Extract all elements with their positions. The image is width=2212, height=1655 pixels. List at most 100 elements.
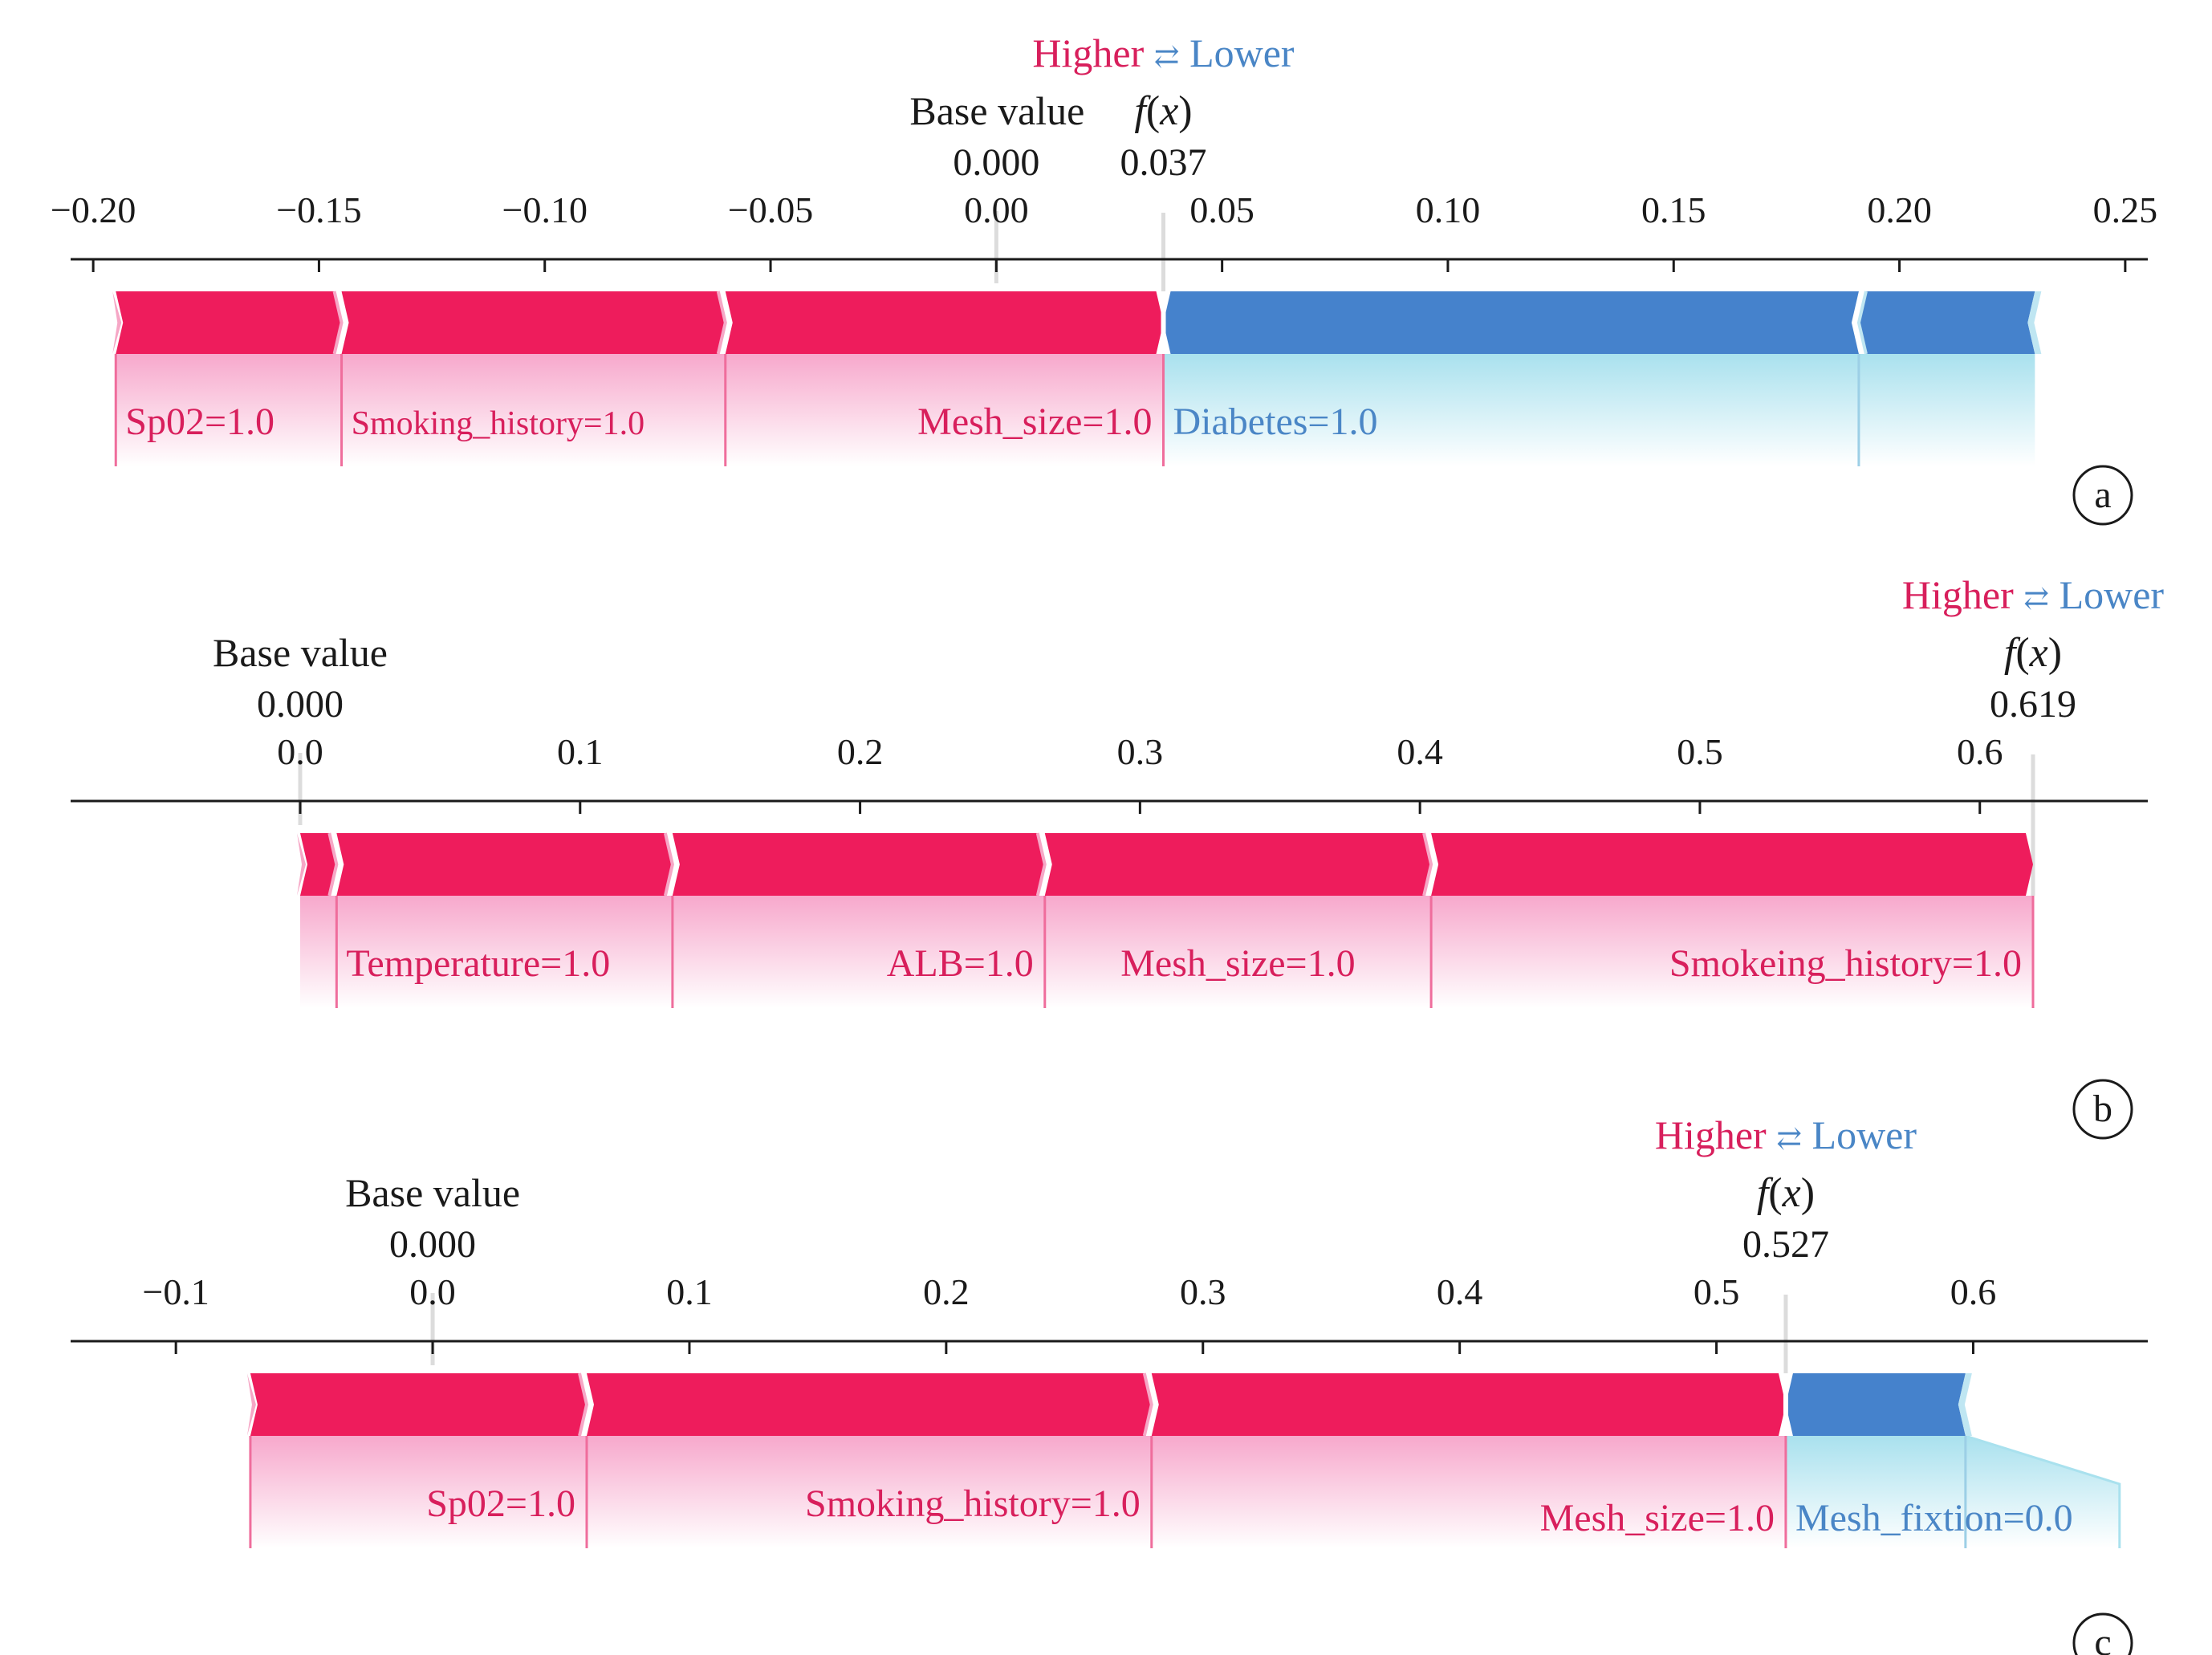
feature-contribution-label: Sp02=1.0	[125, 401, 274, 443]
x-tick-label: 0.25	[2093, 189, 2158, 230]
negative-contribution-bar	[1785, 1373, 1966, 1436]
feature-contribution-label: Mesh_size=1.0	[1120, 942, 1355, 985]
feature-contribution-label: Mesh_size=1.0	[1540, 1497, 1775, 1539]
panel-badge	[2072, 1079, 2133, 1140]
x-tick-label: −0.05	[728, 189, 813, 230]
contribution-fade	[300, 896, 337, 1008]
contribution-fade	[672, 896, 1045, 1008]
x-tick-label: 0.3	[1117, 731, 1164, 772]
fx-value: 0.619	[1990, 683, 2076, 726]
x-tick-label: 0.4	[1437, 1271, 1483, 1312]
bar-end-cap	[2027, 291, 2042, 354]
contribution-fade	[250, 1436, 588, 1548]
fx-label: f(x)	[1134, 88, 1192, 134]
contribution-fade	[1858, 354, 2035, 466]
positive-contribution-bar	[672, 833, 1045, 896]
positive-contribution-bar	[587, 1373, 1152, 1436]
force-plot-panel-c: −0.1 0.0 0.1 0.2 0.3 0.4 0.5 0.6 Sp02=1.0 Smoking…	[71, 1112, 2148, 1655]
panel-letter: c	[2094, 1621, 2111, 1655]
feature-contribution-label: Temperature=1.0	[346, 942, 610, 985]
panel-badge	[2072, 465, 2133, 526]
base-value-number: 0.000	[257, 683, 344, 726]
bar-separator	[663, 832, 674, 897]
bar-end-cap	[246, 1373, 256, 1436]
positive-contribution-bar	[725, 291, 1164, 354]
x-tick-label: −0.20	[51, 189, 136, 230]
x-tick-label: 0.2	[837, 731, 884, 772]
positive-contribution-bar	[1431, 833, 2033, 896]
contribution-fade	[725, 354, 1164, 466]
bar-separator	[332, 291, 344, 355]
x-tick-label: 0.10	[1416, 189, 1481, 230]
contribution-fade	[116, 354, 342, 466]
positive-contribution-bar	[116, 291, 342, 354]
fx-value: 0.527	[1742, 1223, 1829, 1266]
x-tick-label: −0.1	[142, 1271, 209, 1312]
positive-contribution-bar	[336, 833, 673, 896]
base-value-label: Base value	[345, 1170, 520, 1215]
x-tick-label: 0.05	[1189, 189, 1254, 230]
fx-value: 0.037	[1120, 141, 1207, 184]
bar-separator	[578, 1372, 589, 1437]
x-tick-label: 0.6	[1950, 1271, 1997, 1312]
x-tick-label: 0.1	[557, 731, 604, 772]
bar-separator	[1422, 832, 1433, 897]
bar-end-cap	[112, 291, 122, 354]
contribution-fade	[1785, 1436, 1966, 1548]
force-plot-panel-b: 0.0 0.1 0.2 0.3 0.4 0.5 0.6 Temperature=1.0 ALB=…	[71, 572, 2165, 1140]
x-tick-label: 0.15	[1641, 189, 1706, 230]
base-value-label: Base value	[909, 88, 1084, 133]
feature-contribution-label: ALB=1.0	[887, 942, 1034, 985]
fx-label: f(x)	[1757, 1170, 1815, 1216]
x-tick-label: 0.5	[1677, 731, 1723, 772]
feature-contribution-label: Mesh_size=1.0	[917, 401, 1152, 443]
contribution-fade	[1163, 354, 1859, 466]
bar-separator	[1142, 1372, 1153, 1437]
x-tick-label: 0.3	[1180, 1271, 1226, 1312]
bar-separator	[327, 832, 339, 897]
contribution-fade	[336, 896, 673, 1008]
higher-lower-legend: Higher ⇄ Lower	[1655, 1112, 1917, 1157]
x-tick-label: −0.15	[276, 189, 361, 230]
bar-end-cap	[297, 833, 307, 896]
higher-lower-legend: Higher ⇄ Lower	[1902, 572, 2165, 617]
feature-contribution-label: Smoking_history=1.0	[352, 405, 645, 442]
base-value-number: 0.000	[953, 141, 1039, 184]
positive-contribution-bar	[341, 291, 726, 354]
feature-contribution-label: Smokeing_history=1.0	[1669, 942, 2022, 985]
force-plot-panel-a: −0.20 −0.15 −0.10 −0.05 0.00 0.05 0.10 0.15 0.20…	[51, 30, 2158, 526]
bar-end-cap	[1958, 1373, 1972, 1436]
x-tick-label: 0.20	[1867, 189, 1932, 230]
feature-contribution-label: Mesh_fixtion=0.0	[1795, 1497, 2073, 1539]
feature-contribution-label: Smoking_history=1.0	[805, 1482, 1141, 1525]
positive-contribution-bar	[1044, 833, 1432, 896]
panel-badge	[2072, 1612, 2133, 1655]
fx-label: f(x)	[2004, 630, 2062, 676]
negative-contribution-bar	[1163, 291, 1859, 354]
contribution-fade	[1044, 896, 1432, 1008]
base-value-number: 0.000	[389, 1223, 476, 1266]
x-tick-label: 0.4	[1397, 731, 1443, 772]
label-leader-line	[1965, 1434, 2121, 1548]
positive-contribution-bar	[1151, 1373, 1786, 1436]
contribution-fade	[1431, 896, 2033, 1008]
contribution-fade	[587, 1436, 1152, 1548]
higher-lower-legend: Higher ⇄ Lower	[1032, 30, 1295, 75]
contribution-fade-extension	[1965, 1436, 2120, 1548]
x-tick-label: 0.00	[964, 189, 1029, 230]
x-tick-label: 0.6	[1957, 731, 2003, 772]
feature-contribution-label: Diabetes=1.0	[1173, 401, 1378, 443]
x-tick-label: 0.0	[409, 1271, 456, 1312]
bar-separator	[1035, 832, 1047, 897]
contribution-fade	[341, 354, 726, 466]
bar-separator	[1856, 291, 1868, 355]
bar-separator	[716, 291, 727, 355]
x-tick-label: 0.2	[923, 1271, 970, 1312]
feature-contribution-label: Sp02=1.0	[426, 1482, 575, 1525]
panel-letter: a	[2094, 474, 2111, 516]
x-tick-label: 0.5	[1694, 1271, 1740, 1312]
x-tick-label: 0.0	[277, 731, 323, 772]
contribution-fade	[1151, 1436, 1786, 1548]
negative-contribution-bar	[1858, 291, 2035, 354]
